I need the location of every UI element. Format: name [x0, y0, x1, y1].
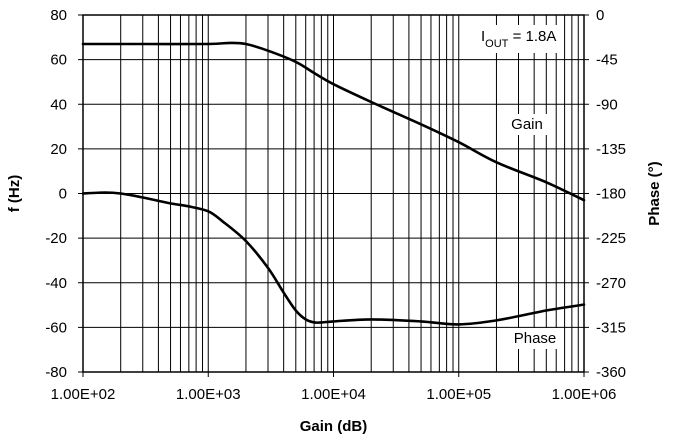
x-tick-label: 1.00E+05 — [426, 386, 491, 403]
annotation-bg — [477, 25, 561, 53]
y2-tick-label: 0 — [596, 7, 604, 24]
y2-tick-label: -180 — [596, 186, 626, 203]
series-label-bg — [507, 328, 563, 349]
x-tick-label: 1.00E+06 — [552, 386, 617, 403]
x-tick-label: 1.00E+04 — [301, 386, 366, 403]
y-tick-label: -80 — [45, 364, 67, 381]
gain-curve — [81, 41, 586, 202]
y2-tick-label: -270 — [596, 275, 626, 292]
y2-tick-label: -90 — [596, 96, 618, 113]
y-tick-label: -60 — [45, 319, 67, 336]
x-tick-label: 1.00E+03 — [176, 386, 241, 403]
tick-labels: 1.00E+02 1.00E+03 1.00E+04 1.00E+05 1.00E+06… — [45, 7, 626, 403]
y2-tick-label: -135 — [596, 141, 626, 158]
y2-tick-label: -360 — [596, 364, 626, 381]
y-axis-title: f (Hz) — [6, 175, 23, 213]
y-tick-label: -20 — [45, 230, 67, 247]
series-label-phase: Phase — [514, 330, 557, 347]
grid — [78, 14, 589, 373]
y-tick-label: 0 — [59, 186, 67, 203]
y-tick-label: 60 — [50, 52, 67, 69]
y-tick-label: 20 — [50, 141, 67, 158]
y-tick-label: 80 — [50, 7, 67, 24]
series-label-bg — [504, 114, 550, 135]
y2-tick-label: -45 — [596, 52, 618, 69]
series-label-gain: Gain — [511, 116, 543, 133]
y-tick-label: 40 — [50, 96, 67, 113]
phase-curve — [81, 191, 586, 326]
output-current-annotation: IOUT = 1.8A — [481, 28, 556, 50]
x-tick-label: 1.00E+02 — [51, 386, 116, 403]
y2-tick-label: -225 — [596, 230, 626, 247]
y2-axis-title: Phase (°) — [646, 161, 663, 225]
x-axis-title: Gain (dB) — [300, 418, 368, 435]
y-tick-label: -40 — [45, 275, 67, 292]
y2-tick-label: -315 — [596, 319, 626, 336]
series-labels: Gain Phase — [504, 114, 563, 349]
curves — [81, 41, 586, 326]
